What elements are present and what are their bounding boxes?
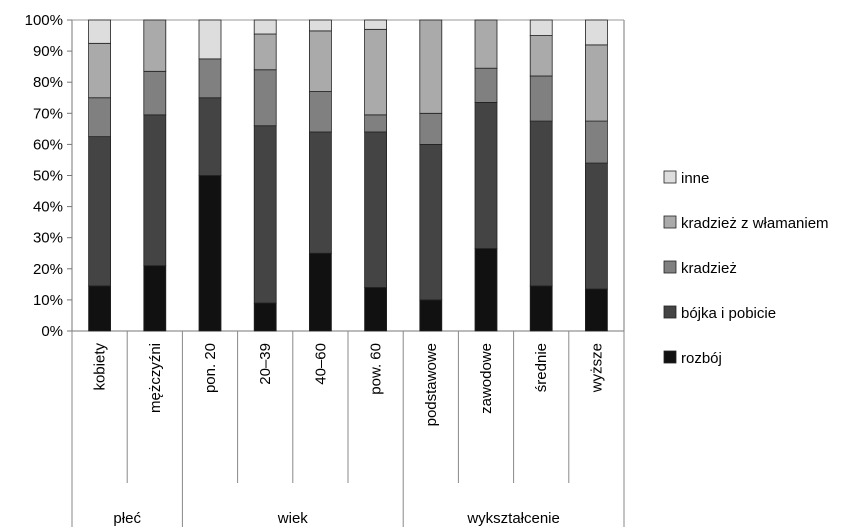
y-tick-label: 20% [33,261,63,278]
y-tick-label: 70% [33,105,63,122]
category-label: zawodowe [478,343,495,414]
legend-label: kradzież [681,260,737,277]
legend-label: rozbój [681,350,722,367]
legend-label: inne [681,170,709,187]
bar-segment [143,19,167,72]
y-tick-label: 10% [33,292,63,309]
bar-segment [253,33,277,71]
bar-segment [308,252,332,332]
bar-segment [88,42,111,99]
bar-segment [419,299,443,332]
group-label: płeć [113,510,141,527]
y-tick-label: 0% [41,323,63,340]
bar-segment [308,19,332,32]
legend-swatch [663,215,677,229]
bar-segment [198,19,222,60]
y-tick-label: 100% [25,12,63,29]
bar-segment [198,58,222,99]
legend-swatch [663,260,677,274]
bar-segment [585,120,608,164]
bar-segment [364,19,388,30]
bars [88,19,608,332]
bar-segment [88,285,111,332]
category-label: pon. 20 [202,343,219,393]
group-label: wiek [277,510,309,527]
category-axis: kobiety mężczyźni pon. 20 20–39 40–60 pow. 60… [71,331,625,527]
bar-segment [419,143,443,301]
bar-segment [474,102,498,249]
bar-segment [308,30,332,92]
legend: inne kradzież z włamaniem kradzież bójka i … [663,170,829,367]
bar-segment [585,162,608,290]
bar-segment [198,97,222,176]
bar-segment [253,19,277,35]
bar-segment [308,91,332,133]
category-label: 20–39 [257,343,274,385]
bar-segment [474,248,498,332]
category-label: mężczyźni [147,343,164,413]
bar-segment [419,112,443,145]
axes: 0% 10% 20% 30% 40% 50% 60% 70% 80% 90% 100% [25,12,625,340]
bar-segment [529,19,553,36]
bar-segment [253,302,277,332]
bar-segment [88,136,111,287]
y-tick-label: 60% [33,136,63,153]
category-label: 40–60 [312,343,329,385]
bar-segment [143,265,167,332]
bar-segment [198,175,222,332]
bar-segment [474,67,498,103]
bar-segment [585,44,608,122]
bar-segment [474,19,498,69]
bar-segment [143,70,167,116]
legend-label: kradzież z włamaniem [681,215,829,232]
bar-segment [88,97,111,138]
category-label: podstawowe [423,343,440,426]
legend-swatch [663,350,677,364]
bar-segment [529,35,553,77]
bar-segment [308,131,332,254]
y-tick-label: 40% [33,199,63,216]
bar-segment [88,19,111,44]
legend-swatch [663,170,677,184]
bar-segment [529,120,553,287]
y-tick-label: 90% [33,43,63,60]
group-label: wykształcenie [466,510,560,527]
bar-segment [585,288,608,332]
bar-segment [364,131,388,288]
legend-label: bójka i pobicie [681,305,776,322]
legend-swatch [663,305,677,319]
bar-segment [364,287,388,332]
bar-segment [253,69,277,127]
category-label: pow. 60 [368,343,385,395]
bar-segment [529,285,553,332]
category-label: kobiety [92,343,109,391]
bar-segment [529,75,553,122]
y-tick-label: 30% [33,230,63,247]
bar-segment [143,114,167,267]
bar-segment [585,19,608,46]
category-label: średnie [533,343,550,392]
bar-segment [364,114,388,133]
y-tick-label: 50% [33,168,63,185]
category-label: wyższe [588,343,605,393]
y-tick-label: 80% [33,74,63,91]
bar-segment [253,125,277,304]
bar-segment [419,19,443,114]
bar-segment [364,28,388,116]
